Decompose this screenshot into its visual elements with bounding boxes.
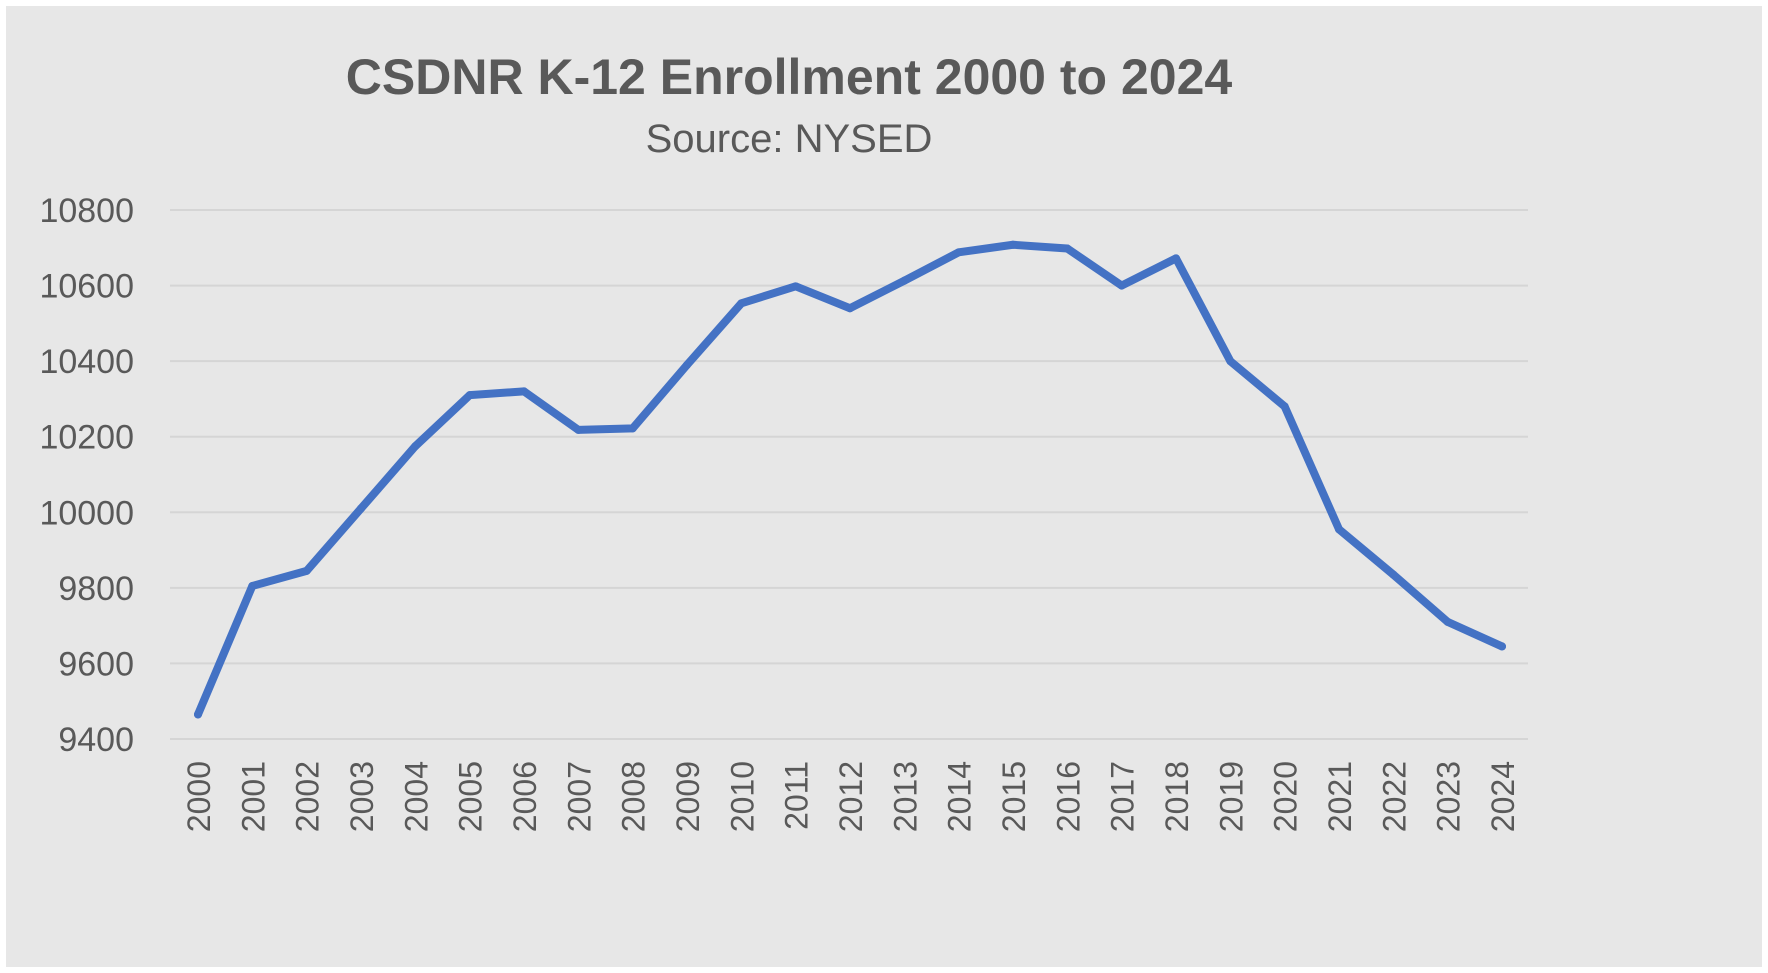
- point-layer: [194, 240, 1506, 719]
- y-tick-label: 9400: [58, 721, 134, 759]
- gridlines: [170, 209, 1528, 740]
- y-tick-label: 9800: [58, 570, 134, 608]
- x-tick-label: 2003: [344, 761, 380, 832]
- data-point-2019[interactable]: [1226, 357, 1235, 366]
- data-point-2012[interactable]: [846, 304, 854, 313]
- y-tick-label: 10400: [39, 343, 134, 381]
- x-tick-label: 2008: [616, 761, 652, 832]
- data-point-2005[interactable]: [465, 391, 474, 400]
- x-tick-label: 2013: [887, 761, 923, 832]
- x-tick-label: 2004: [398, 761, 434, 832]
- y-tick-label: 10200: [39, 419, 134, 457]
- x-tick-label: 2020: [1268, 761, 1304, 832]
- data-point-2006[interactable]: [520, 387, 528, 396]
- x-tick-label: 2011: [779, 761, 815, 830]
- data-point-2024[interactable]: [1498, 642, 1506, 651]
- x-tick-label: 2022: [1376, 761, 1412, 832]
- x-tick-label: 2002: [290, 761, 326, 832]
- data-point-2016[interactable]: [1063, 244, 1072, 253]
- x-tick-label: 2006: [507, 761, 543, 832]
- data-point-2022[interactable]: [1389, 570, 1398, 579]
- x-tick-label: 2018: [1159, 761, 1195, 832]
- data-point-2004[interactable]: [411, 442, 420, 451]
- x-tick-label: 2015: [996, 761, 1032, 832]
- y-axis-ticks: 9400 9600 9800 10000 10200 10400 10600 10800: [39, 192, 134, 759]
- series-layer: [194, 240, 1506, 719]
- data-point-2013[interactable]: [900, 276, 909, 285]
- x-tick-label: 2016: [1050, 761, 1086, 832]
- data-point-2007[interactable]: [574, 425, 583, 434]
- x-tick-label: 2009: [670, 761, 706, 832]
- data-point-2023[interactable]: [1443, 617, 1452, 626]
- x-tick-label: 2001: [235, 761, 271, 832]
- x-tick-label: 2012: [833, 761, 869, 832]
- y-tick-label: 10600: [39, 268, 134, 306]
- x-tick-label: 2023: [1431, 761, 1467, 832]
- x-axis-ticks: 2000 2001 2002 2003 2004 2005 2006 2007 2008 2009…: [181, 761, 1521, 832]
- chart-area[interactable]: CSDNR K-12 Enrollment 2000 to 2024 Sourc…: [6, 6, 1762, 967]
- y-tick-label: 9600: [58, 645, 134, 683]
- chart-subtitle: Source: NYSED: [646, 117, 933, 161]
- line-chart: CSDNR K-12 Enrollment 2000 to 2024 Sourc…: [39, 49, 1528, 832]
- data-point-2008[interactable]: [628, 424, 637, 433]
- series-line[interactable]: [194, 240, 1506, 719]
- x-tick-label: 2010: [724, 761, 760, 832]
- data-point-2021[interactable]: [1335, 525, 1343, 534]
- data-point-2020[interactable]: [1280, 402, 1289, 411]
- data-point-2018[interactable]: [1172, 254, 1180, 263]
- data-point-2010[interactable]: [737, 299, 746, 308]
- x-tick-label: 2021: [1322, 761, 1358, 832]
- y-tick-label: 10800: [39, 192, 134, 230]
- x-tick-label: 2024: [1485, 761, 1521, 832]
- x-tick-label: 2007: [561, 761, 597, 832]
- x-tick-label: 2000: [181, 761, 217, 832]
- y-tick-label: 10000: [39, 494, 134, 532]
- data-point-2011[interactable]: [791, 282, 800, 291]
- x-tick-label: 2005: [453, 761, 489, 832]
- data-point-2015[interactable]: [1009, 240, 1017, 249]
- x-tick-label: 2014: [942, 761, 978, 832]
- data-point-2001[interactable]: [248, 581, 257, 590]
- chart-title: CSDNR K-12 Enrollment 2000 to 2024: [346, 49, 1233, 105]
- x-tick-label: 2017: [1105, 761, 1141, 832]
- data-point-2000[interactable]: [194, 710, 202, 719]
- data-point-2014[interactable]: [954, 248, 963, 257]
- data-point-2017[interactable]: [1117, 281, 1126, 290]
- data-point-2003[interactable]: [357, 504, 365, 513]
- data-point-2009[interactable]: [683, 360, 691, 369]
- data-point-2002[interactable]: [302, 566, 311, 575]
- x-tick-label: 2019: [1213, 761, 1249, 832]
